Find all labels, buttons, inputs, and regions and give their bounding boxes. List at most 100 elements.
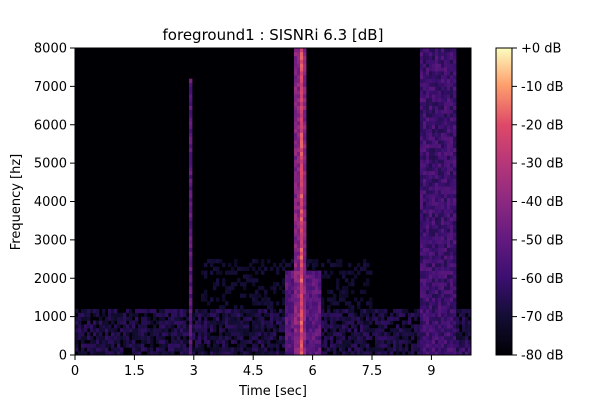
heat-cell	[141, 331, 145, 337]
heat-cell	[303, 205, 307, 210]
heat-cell	[420, 270, 424, 275]
heat-cell	[450, 320, 454, 325]
heat-cell	[189, 255, 193, 260]
heat-cell	[438, 59, 442, 64]
heat-cell	[300, 143, 304, 149]
heat-cell	[300, 289, 304, 294]
heat-cell	[318, 293, 322, 298]
heat-cell	[432, 255, 436, 260]
heat-cell	[453, 163, 457, 168]
heat-cell	[309, 324, 313, 329]
heat-cell	[195, 308, 199, 314]
heat-cell	[105, 343, 109, 348]
heat-cell	[462, 339, 466, 344]
heat-cell	[339, 308, 343, 314]
heat-cell	[288, 328, 292, 333]
heat-cell	[441, 174, 445, 179]
heat-cell	[435, 113, 439, 118]
heat-cell	[243, 285, 247, 291]
heat-cell	[93, 324, 97, 329]
heat-cell	[78, 335, 82, 341]
heat-cell	[462, 312, 466, 318]
heat-cell	[432, 320, 436, 325]
heat-cell	[198, 339, 202, 344]
heat-cell	[441, 324, 445, 329]
heat-cell	[453, 324, 457, 329]
heat-cell	[138, 324, 142, 329]
heat-cell	[252, 331, 256, 337]
heat-cell	[426, 90, 430, 95]
heat-cell	[468, 351, 472, 356]
heat-cell	[420, 128, 424, 133]
heat-cell	[348, 262, 352, 268]
heat-cell	[111, 308, 115, 314]
heat-cell	[303, 117, 307, 122]
colorbar	[495, 47, 513, 356]
heat-cell	[339, 289, 343, 294]
heat-cell	[444, 351, 448, 356]
heat-cell	[309, 282, 313, 287]
heat-cell	[228, 324, 232, 329]
heat-cell	[294, 132, 298, 137]
heat-cell	[435, 51, 439, 57]
heat-cell	[189, 293, 193, 298]
heat-cell	[285, 351, 289, 356]
heat-cell	[294, 278, 298, 283]
heat-cell	[312, 351, 316, 356]
heat-cell	[450, 197, 454, 202]
heat-cell	[93, 351, 97, 356]
heat-cell	[450, 67, 454, 72]
heat-cell	[234, 328, 238, 333]
heat-cell	[108, 335, 112, 341]
heat-cell	[219, 339, 223, 344]
heat-cell	[426, 209, 430, 214]
heat-cell	[426, 228, 430, 233]
heat-cell	[351, 335, 355, 341]
heat-cell	[141, 335, 145, 341]
heat-cell	[420, 120, 424, 126]
heat-cell	[93, 328, 97, 333]
heat-cell	[447, 220, 451, 225]
heat-cell	[207, 320, 211, 325]
heat-cell	[447, 101, 451, 106]
heat-cell	[330, 289, 334, 294]
heat-cell	[363, 289, 367, 294]
heat-cell	[450, 132, 454, 137]
heat-cell	[294, 78, 298, 83]
heat-cell	[423, 197, 427, 202]
heat-cell	[246, 316, 250, 321]
heat-cell	[441, 86, 445, 91]
heat-cell	[345, 270, 349, 275]
heat-cell	[429, 259, 433, 264]
heat-cell	[240, 347, 244, 352]
heat-cell	[456, 328, 460, 333]
heat-cell	[261, 351, 265, 356]
heat-cell	[90, 308, 94, 314]
heat-cell	[180, 331, 184, 337]
heat-cell	[336, 259, 340, 264]
heat-cell	[282, 308, 286, 314]
heat-cell	[441, 213, 445, 218]
heat-cell	[174, 335, 178, 341]
heat-cell	[429, 117, 433, 122]
heat-cell	[297, 232, 301, 237]
heat-cell	[468, 308, 472, 314]
heat-cell	[201, 324, 205, 329]
heat-cell	[342, 347, 346, 352]
heat-cell	[333, 312, 337, 318]
heat-cell	[447, 197, 451, 202]
heat-cell	[438, 247, 442, 252]
heat-cell	[237, 328, 241, 333]
heat-cell	[294, 274, 298, 279]
heat-cell	[147, 328, 151, 333]
heat-cell	[102, 339, 106, 344]
heat-cell	[420, 224, 424, 229]
heat-cell	[189, 193, 193, 199]
heat-cell	[114, 312, 118, 318]
heat-cell	[405, 339, 409, 344]
heat-cell	[375, 343, 379, 348]
heat-cell	[288, 297, 292, 302]
heat-cell	[150, 320, 154, 325]
heat-cell	[324, 343, 328, 348]
heat-cell	[450, 151, 454, 156]
